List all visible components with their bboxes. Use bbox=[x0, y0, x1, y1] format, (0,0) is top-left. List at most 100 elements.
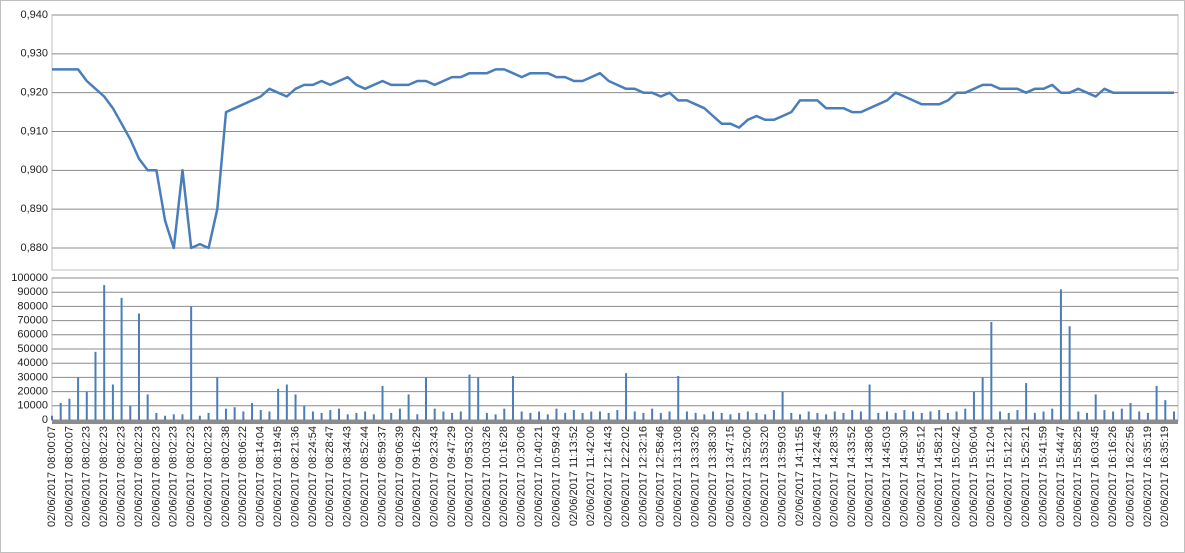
volume-bar bbox=[294, 394, 297, 420]
volume-bar bbox=[268, 411, 271, 420]
y-tick-label: 0,880 bbox=[20, 242, 48, 254]
x-tick-label: 02/06/2017 08:02:23 bbox=[203, 426, 215, 527]
volume-bar bbox=[207, 412, 210, 420]
volume-bar bbox=[459, 411, 462, 420]
x-tick-label: 02/06/2017 14:28:35 bbox=[829, 426, 841, 527]
volume-bar bbox=[216, 377, 219, 420]
volume-bar bbox=[103, 285, 106, 420]
x-tick-label: 02/06/2017 09:47:29 bbox=[446, 426, 458, 527]
x-tick-label: 02/06/2017 14:50:30 bbox=[898, 426, 910, 527]
volume-bar bbox=[816, 412, 819, 420]
volume-bar bbox=[633, 411, 636, 420]
x-tick-label: 02/06/2017 15:44:47 bbox=[1055, 426, 1067, 527]
x-tick-label: 02/06/2017 08:28:47 bbox=[324, 426, 336, 527]
x-tick-label: 02/06/2017 08:00:07 bbox=[63, 426, 75, 527]
volume-bar bbox=[451, 412, 454, 420]
volume-bar bbox=[416, 414, 419, 420]
volume-bar bbox=[590, 411, 593, 420]
volume-bar bbox=[303, 405, 306, 420]
y-tick-label: 80000 bbox=[17, 300, 48, 312]
x-tick-label: 02/06/2017 11:42:00 bbox=[585, 426, 597, 526]
volume-bar bbox=[1086, 412, 1089, 420]
x-tick-label: 02/06/2017 08:02:23 bbox=[81, 426, 93, 527]
volume-bar bbox=[677, 375, 680, 420]
x-tick-label: 02/06/2017 14:58:21 bbox=[933, 426, 945, 527]
volume-bar bbox=[1120, 408, 1123, 420]
y-tick-label: 0,930 bbox=[20, 48, 48, 60]
volume-bar bbox=[433, 408, 436, 420]
volume-bar bbox=[564, 412, 567, 420]
volume-bar bbox=[572, 410, 575, 420]
volume-bar bbox=[999, 411, 1002, 420]
x-tick-label: 02/06/2017 13:33:26 bbox=[690, 426, 702, 527]
volume-bar bbox=[868, 384, 871, 420]
volume-bar bbox=[529, 412, 532, 420]
volume-bar bbox=[51, 415, 53, 420]
volume-bar bbox=[1155, 385, 1158, 420]
volume-bar bbox=[224, 408, 227, 420]
volume-bar bbox=[381, 385, 384, 420]
volume-bar bbox=[581, 412, 584, 420]
volume-bar bbox=[668, 411, 671, 420]
x-tick-label: 02/06/2017 16:16:26 bbox=[1107, 426, 1119, 527]
volume-bar bbox=[355, 412, 358, 420]
volume-bar bbox=[511, 375, 514, 420]
x-tick-label: 02/06/2017 09:16:29 bbox=[411, 426, 423, 527]
volume-bar bbox=[781, 391, 784, 420]
volume-bar bbox=[877, 412, 880, 420]
volume-bar bbox=[859, 411, 862, 420]
volume-bar bbox=[320, 412, 323, 420]
x-tick-label: 02/06/2017 10:16:28 bbox=[498, 426, 510, 527]
volume-bar bbox=[1173, 411, 1175, 420]
volume-bar bbox=[1051, 408, 1054, 420]
volume-bar bbox=[477, 377, 480, 420]
volume-bar bbox=[964, 408, 967, 420]
y-tick-label: 10000 bbox=[17, 400, 48, 412]
volume-bar bbox=[233, 407, 236, 420]
volume-bar bbox=[390, 412, 393, 420]
volume-bar bbox=[137, 313, 140, 420]
x-tick-label: 02/06/2017 08:00:07 bbox=[46, 426, 58, 527]
x-tick-label: 02/06/2017 10:30:06 bbox=[516, 426, 528, 527]
x-axis-band bbox=[52, 420, 1178, 424]
x-tick-label: 02/06/2017 13:47:15 bbox=[724, 426, 736, 527]
volume-bar bbox=[772, 410, 775, 420]
volume-bar bbox=[1068, 326, 1071, 420]
x-tick-label: 02/06/2017 13:59:03 bbox=[777, 426, 789, 527]
x-tick-label: 02/06/2017 13:38:30 bbox=[707, 426, 719, 527]
volume-bar bbox=[694, 412, 697, 420]
volume-bar bbox=[129, 405, 132, 420]
volume-bar bbox=[903, 410, 906, 420]
volume-bar bbox=[1129, 402, 1132, 420]
x-tick-label: 02/06/2017 15:41:59 bbox=[1037, 426, 1049, 527]
x-tick-label: 02/06/2017 08:34:43 bbox=[342, 426, 354, 527]
volume-bar bbox=[59, 402, 62, 420]
volume-bar bbox=[485, 412, 488, 420]
x-tick-label: 02/06/2017 10:59:43 bbox=[550, 426, 562, 527]
volume-bar bbox=[1016, 410, 1019, 420]
volume-bar bbox=[285, 384, 288, 420]
volume-bar bbox=[520, 411, 523, 420]
x-tick-label: 02/06/2017 12:14:43 bbox=[603, 426, 615, 527]
y-tick-label: 90000 bbox=[17, 286, 48, 298]
x-tick-label: 02/06/2017 15:25:21 bbox=[1020, 426, 1032, 527]
volume-bar bbox=[1094, 394, 1097, 420]
volume-bar bbox=[981, 377, 984, 420]
x-tick-label: 02/06/2017 10:40:21 bbox=[533, 426, 545, 527]
x-tick-label: 02/06/2017 15:58:25 bbox=[1072, 426, 1084, 527]
volume-bar bbox=[198, 415, 201, 420]
x-tick-label: 02/06/2017 16:35:19 bbox=[1159, 426, 1171, 527]
volume-bar bbox=[503, 408, 506, 420]
volume-bar bbox=[799, 414, 801, 420]
x-tick-label: 02/06/2017 08:24:54 bbox=[307, 426, 319, 527]
volume-bar bbox=[990, 322, 993, 420]
volume-bar bbox=[833, 411, 836, 420]
x-tick-label: 02/06/2017 08:02:23 bbox=[133, 426, 145, 527]
volume-bar bbox=[172, 414, 175, 420]
volume-bar bbox=[807, 411, 810, 420]
x-tick-label: 02/06/2017 16:22:56 bbox=[1124, 426, 1136, 527]
volume-bar bbox=[259, 410, 262, 420]
y-tick-label: 30000 bbox=[17, 371, 48, 383]
volume-bar bbox=[251, 402, 254, 420]
